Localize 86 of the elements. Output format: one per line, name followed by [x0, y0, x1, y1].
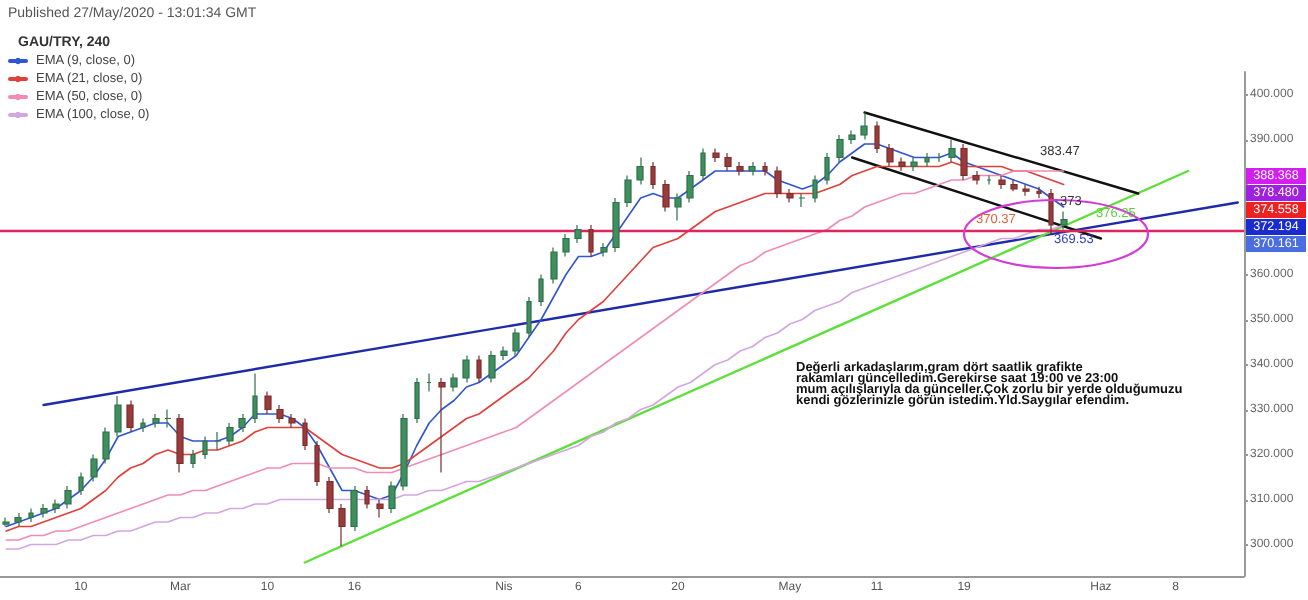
candlestick	[886, 143, 894, 168]
candlestick	[612, 197, 620, 253]
candlestick	[600, 242, 608, 258]
candlestick	[426, 372, 432, 393]
candlestick	[538, 273, 544, 307]
candlestick	[724, 152, 732, 172]
candlestick	[438, 377, 446, 474]
candlestick	[910, 156, 918, 172]
candlestick	[226, 422, 234, 447]
candlestick	[488, 350, 496, 384]
candlestick	[264, 390, 272, 415]
candlestick	[1060, 210, 1068, 231]
candlestick	[28, 507, 34, 523]
candlestick	[588, 224, 594, 258]
candlestick	[288, 413, 296, 429]
candlestick	[836, 134, 844, 163]
candlestick	[462, 354, 470, 384]
candlestick	[512, 327, 520, 357]
candlestick	[936, 152, 942, 163]
candlestick	[762, 161, 768, 177]
candlestick	[164, 408, 172, 429]
candlestick	[202, 435, 208, 460]
candlestick	[364, 485, 370, 510]
candlestick	[450, 372, 458, 393]
candlestick	[126, 399, 134, 433]
candlestick	[786, 188, 794, 204]
candlestick	[574, 224, 582, 244]
candlestick	[898, 156, 906, 172]
candlestick	[736, 161, 744, 177]
candlestick	[114, 395, 122, 438]
candlestick	[14, 512, 22, 528]
candlestick	[812, 174, 818, 204]
candlestick	[712, 147, 720, 163]
candlestick	[848, 129, 856, 145]
candlestick	[972, 170, 980, 186]
candlestick	[526, 296, 532, 339]
candlestick	[140, 417, 146, 433]
candlestick	[102, 426, 110, 465]
candlestick	[78, 471, 84, 496]
candlestick	[1036, 186, 1042, 199]
candlestick	[276, 404, 284, 424]
candlestick	[190, 449, 196, 469]
candlestick	[302, 417, 308, 451]
candlestick	[314, 440, 320, 487]
candlestick	[52, 498, 60, 514]
candlestick	[550, 246, 558, 285]
candlestick	[350, 485, 358, 532]
candlestick	[960, 143, 968, 181]
candlestick	[2, 516, 10, 528]
candlestick	[1010, 179, 1018, 192]
candlestick	[874, 120, 880, 154]
candlestick	[700, 147, 706, 181]
candlestick	[998, 174, 1006, 190]
candlestick	[924, 152, 930, 168]
candlestick	[824, 152, 830, 186]
candlestick	[636, 156, 644, 186]
candlestick	[774, 165, 782, 199]
candlestick	[414, 377, 420, 424]
candlestick	[798, 192, 806, 208]
candlestick	[338, 503, 346, 547]
candlestick	[64, 485, 72, 510]
candlestick	[388, 480, 396, 514]
candlestick	[376, 498, 384, 519]
candlestick	[252, 372, 258, 424]
candlestick	[40, 503, 48, 519]
candlestick	[986, 174, 992, 186]
candlestick	[400, 413, 408, 492]
candlestick	[214, 431, 222, 451]
candlestick	[562, 233, 570, 258]
candlestick	[624, 174, 632, 208]
candlestick	[238, 413, 246, 433]
candlestick	[860, 111, 868, 141]
candlestick	[674, 192, 682, 222]
candlestick	[152, 413, 160, 429]
candlestick	[948, 138, 956, 163]
candlestick	[476, 354, 482, 384]
candlestick	[748, 161, 756, 177]
candlestick	[500, 345, 508, 361]
candlestick	[650, 161, 656, 190]
candlestick	[1048, 188, 1054, 235]
candlestick	[176, 413, 184, 474]
candlestick	[686, 170, 694, 204]
candlestick	[326, 476, 334, 514]
candlestick	[90, 453, 98, 483]
candlestick	[1022, 183, 1030, 197]
candlestick	[662, 179, 670, 213]
